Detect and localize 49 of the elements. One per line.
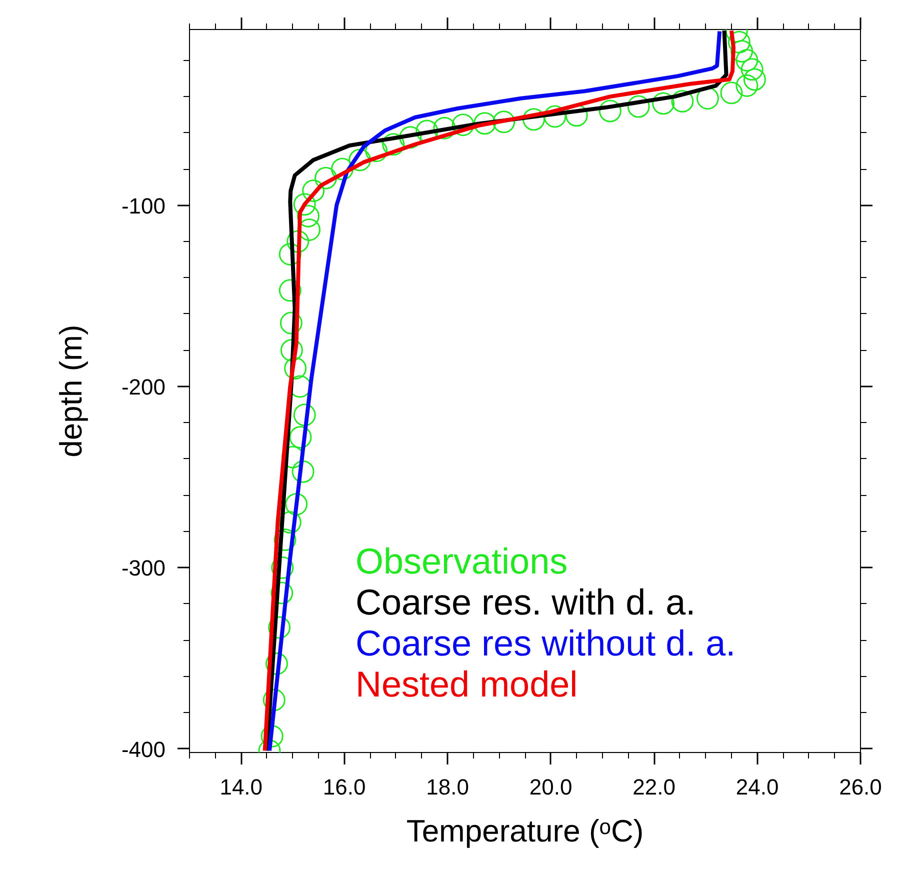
y-tick-label: -200 [121,374,166,400]
point [399,126,422,149]
y-tick-label: -400 [121,736,166,762]
point [544,105,566,128]
point [280,339,303,362]
x-tick-label: 20.0 [529,774,572,800]
text: Nested model [356,664,578,704]
point [289,426,312,448]
point [284,357,307,380]
point [743,68,766,91]
point [522,108,546,131]
point [740,58,764,81]
point [286,230,310,253]
x-tick-label: 14.0 [220,774,263,800]
point [314,166,338,190]
point [627,95,650,118]
point [728,30,750,54]
series-label: Coarse res without d. a. [356,622,736,664]
x-tick-label: 24.0 [736,774,779,800]
point [671,90,694,112]
x-tick-label: 18.0 [426,774,469,800]
point [278,511,302,534]
point [736,49,758,72]
x-tick-label: 16.0 [322,774,366,800]
point [598,100,622,122]
point [382,133,405,156]
x-tick-label: 22.0 [632,774,676,800]
point [652,92,675,115]
y-tick-label: -100 [121,193,166,218]
text: Coarse res. with d. a. [356,582,696,622]
point [730,40,754,62]
point [293,193,316,216]
point [736,74,758,97]
point [433,116,456,140]
y-tick-label: -300 [121,556,166,581]
point [285,493,308,516]
point [473,112,496,135]
series-label: Observations [356,540,568,582]
point [331,158,354,180]
point [302,180,325,202]
point [492,110,516,134]
x-axis-title: Temperature (ᵒC) [406,814,644,848]
y-axis-title: depth (m) [53,324,88,458]
point [293,404,316,426]
point [348,148,372,172]
point [720,82,743,104]
x-tick-label: 26.0 [839,774,882,800]
point [292,460,314,483]
point [296,204,320,228]
